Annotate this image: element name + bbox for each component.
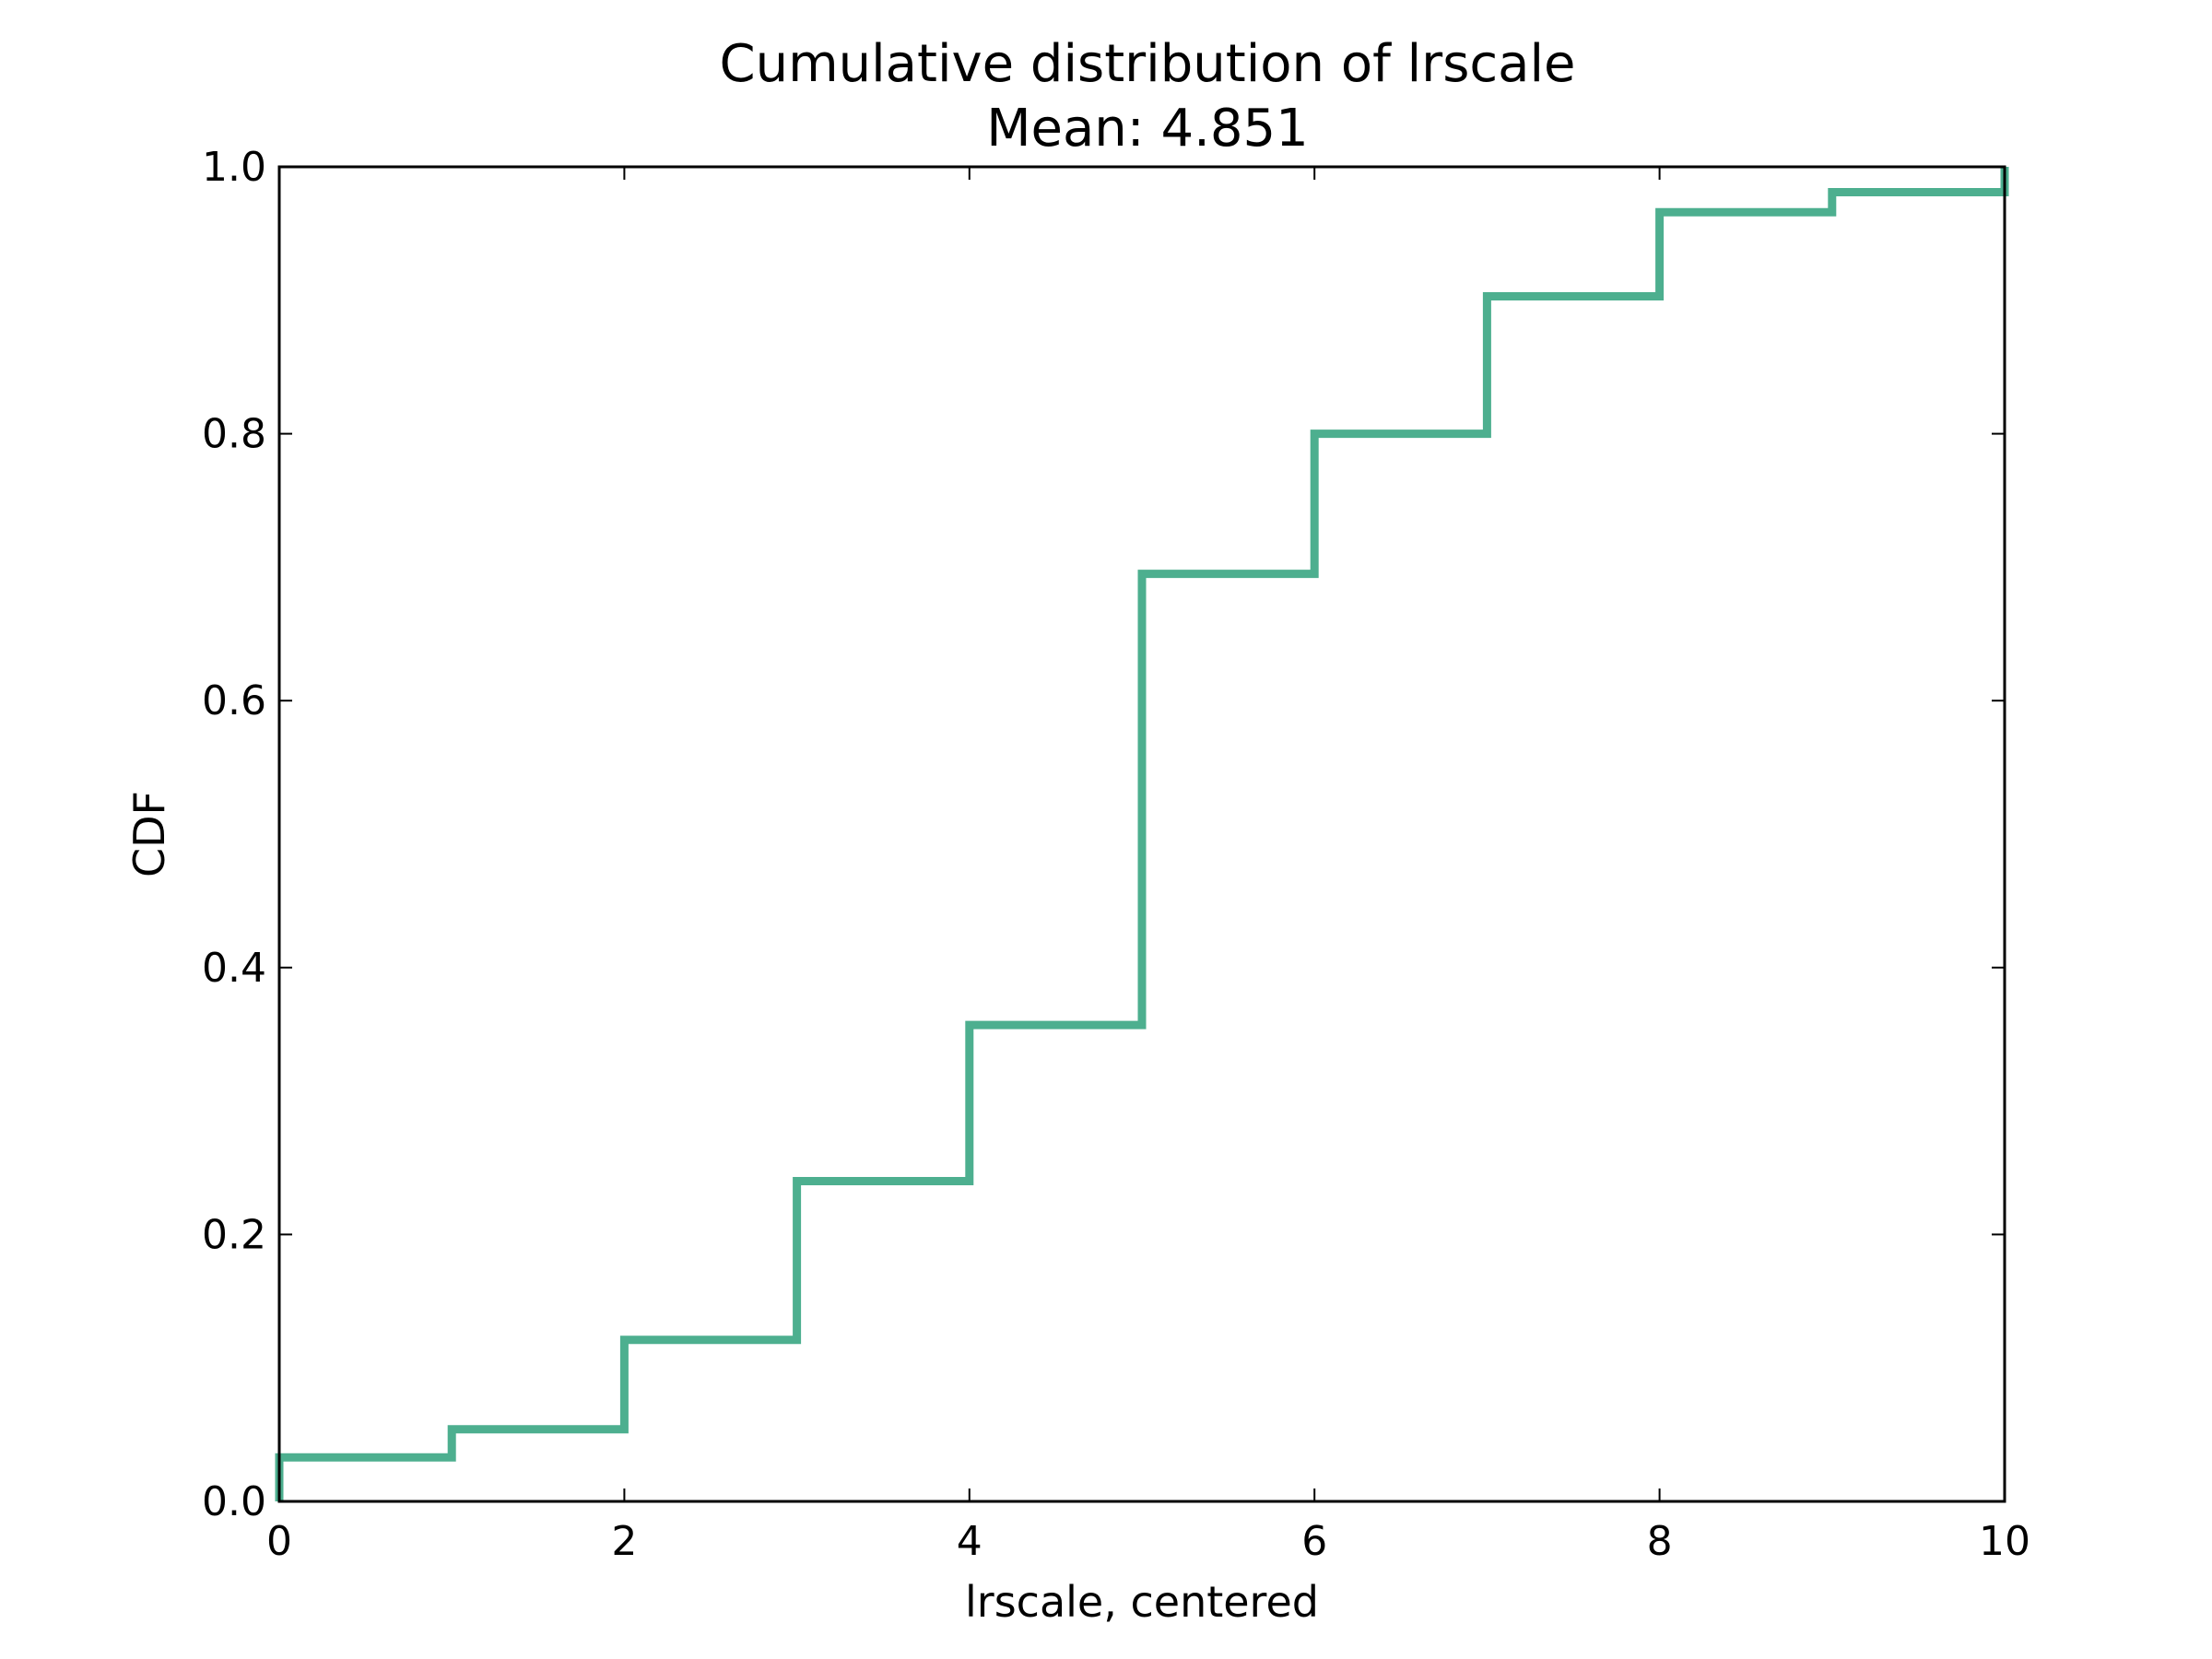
cdf-step-line — [275, 167, 2009, 1501]
x-axis-label: lrscale, centered — [965, 1577, 1319, 1627]
x-tick-label: 10 — [1979, 1518, 2030, 1565]
y-tick-label: 0.6 — [202, 677, 266, 724]
y-tick-label: 0.4 — [202, 945, 266, 992]
series-layer — [275, 167, 2009, 1501]
x-tick-label: 8 — [1647, 1518, 1673, 1565]
x-tick-label: 0 — [266, 1518, 292, 1565]
tick-labels: 0 2 4 6 8 10 0.0 0.2 0.4 0.6 0.8 1.0 — [202, 144, 2030, 1565]
x-tick-label: 4 — [957, 1518, 982, 1565]
plot-frame — [277, 165, 2006, 1503]
y-tick-label: 0.8 — [202, 411, 266, 458]
y-tick-label: 1.0 — [202, 144, 266, 191]
x-tick-label: 2 — [611, 1518, 637, 1565]
chart-subtitle: Mean: 4.851 — [986, 99, 1309, 159]
y-tick-label: 0.0 — [202, 1478, 266, 1525]
y-axis-label: CDF — [124, 791, 174, 877]
x-tick-label: 6 — [1301, 1518, 1327, 1565]
y-tick-label: 0.2 — [202, 1211, 266, 1258]
chart-title: Cumulative distribution of lrscale — [719, 34, 1575, 94]
